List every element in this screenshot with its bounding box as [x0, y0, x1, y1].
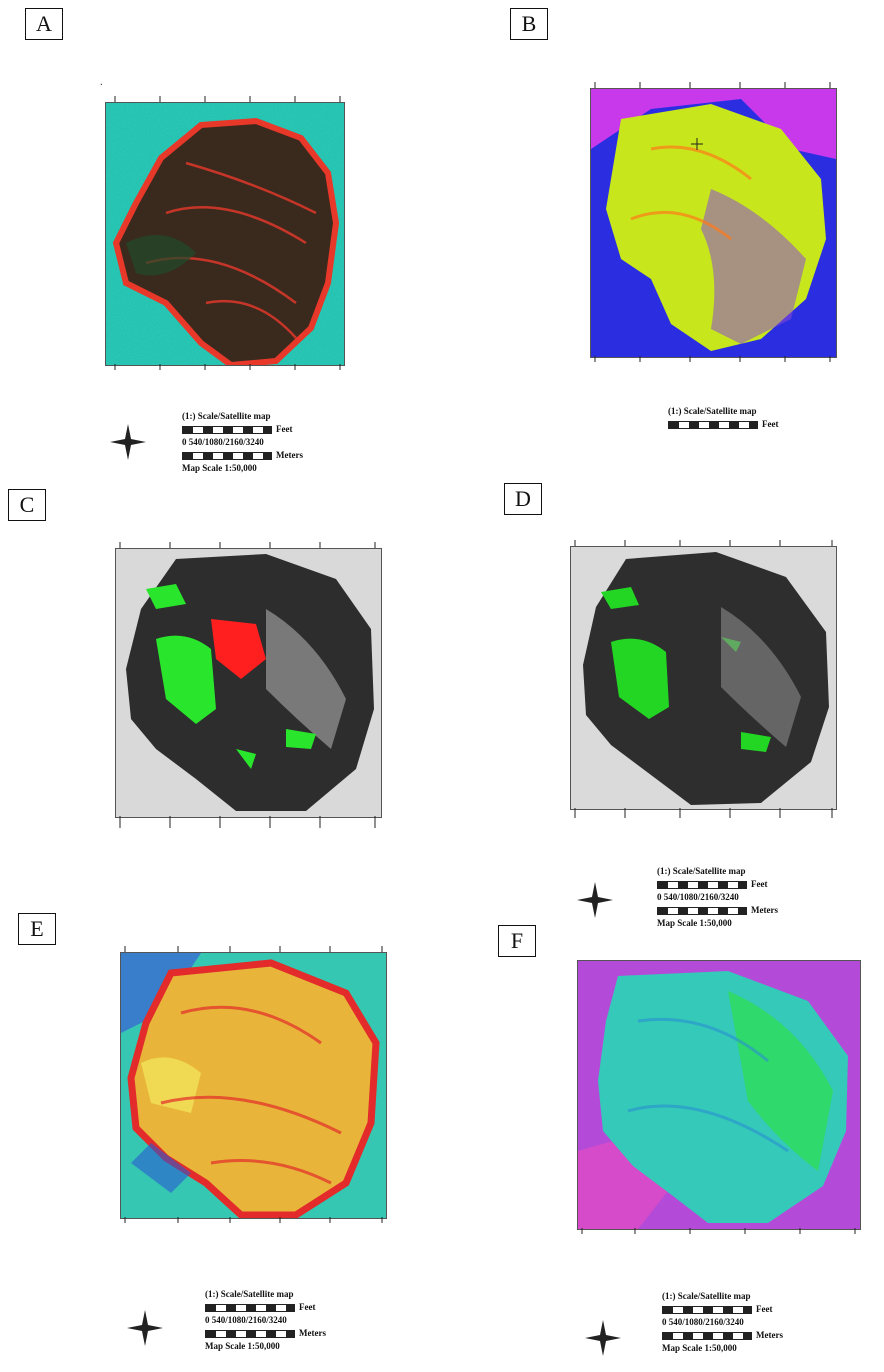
- panel-label-d: D: [504, 483, 542, 515]
- scale-bar: [662, 1331, 752, 1340]
- map-c: [115, 548, 382, 818]
- feet-label: Feet: [762, 419, 779, 429]
- map-scale: Map Scale 1:50,000: [205, 1341, 280, 1351]
- map-scale: Map Scale 1:50,000: [662, 1343, 737, 1353]
- scale-bar: [205, 1329, 295, 1338]
- scale-numbers: 0 540/1080/2160/3240: [657, 892, 739, 902]
- legend-title: (1:) Scale/Satellite map: [205, 1289, 294, 1299]
- scale-bar: [668, 420, 758, 429]
- legend-title: (1:) Scale/Satellite map: [668, 406, 757, 416]
- meters-label: Meters: [299, 1328, 326, 1338]
- scale-bar: [657, 880, 747, 889]
- north-arrow-compass-icon: [127, 1310, 163, 1346]
- legend-d: (1:) Scale/Satellite map Feet 0 540/1080…: [657, 865, 778, 930]
- scale-bar: [662, 1305, 752, 1314]
- meters-label: Meters: [751, 905, 778, 915]
- legend-e: (1:) Scale/Satellite map Feet 0 540/1080…: [205, 1288, 326, 1353]
- map-scale: Map Scale 1:50,000: [657, 918, 732, 928]
- meters-label: Meters: [756, 1330, 783, 1340]
- map-b: [590, 88, 837, 358]
- legend-a: (1:) Scale/Satellite map Feet 0 540/1080…: [182, 410, 303, 475]
- map-e: [120, 952, 387, 1219]
- map-f: [577, 960, 861, 1230]
- meters-label: Meters: [276, 450, 303, 460]
- scale-numbers: 0 540/1080/2160/3240: [182, 437, 264, 447]
- feet-label: Feet: [751, 879, 768, 889]
- panel-label-c: C: [8, 489, 46, 521]
- panel-label-b: B: [510, 8, 548, 40]
- tick-label: ·: [100, 80, 103, 89]
- map-d: [570, 546, 837, 810]
- feet-label: Feet: [276, 424, 293, 434]
- legend-b: (1:) Scale/Satellite map Feet: [668, 405, 778, 431]
- panel-label-a: A: [25, 8, 63, 40]
- scale-bar: [182, 425, 272, 434]
- panel-label-f: F: [498, 925, 536, 957]
- feet-label: Feet: [299, 1302, 316, 1312]
- scale-bar: [657, 906, 747, 915]
- legend-title: (1:) Scale/Satellite map: [657, 866, 746, 876]
- legend-f: (1:) Scale/Satellite map Feet 0 540/1080…: [662, 1290, 783, 1355]
- feet-label: Feet: [756, 1304, 773, 1314]
- map-a: [105, 102, 345, 366]
- north-arrow-compass-icon: [110, 424, 146, 460]
- north-arrow-compass-icon: [577, 882, 613, 918]
- scale-bar: [205, 1303, 295, 1312]
- scale-bar: [182, 451, 272, 460]
- panel-label-e: E: [18, 913, 56, 945]
- scale-numbers: 0 540/1080/2160/3240: [205, 1315, 287, 1325]
- map-scale: Map Scale 1:50,000: [182, 463, 257, 473]
- north-arrow-compass-icon: [585, 1320, 621, 1356]
- legend-title: (1:) Scale/Satellite map: [662, 1291, 751, 1301]
- legend-title: (1:) Scale/Satellite map: [182, 411, 271, 421]
- scale-numbers: 0 540/1080/2160/3240: [662, 1317, 744, 1327]
